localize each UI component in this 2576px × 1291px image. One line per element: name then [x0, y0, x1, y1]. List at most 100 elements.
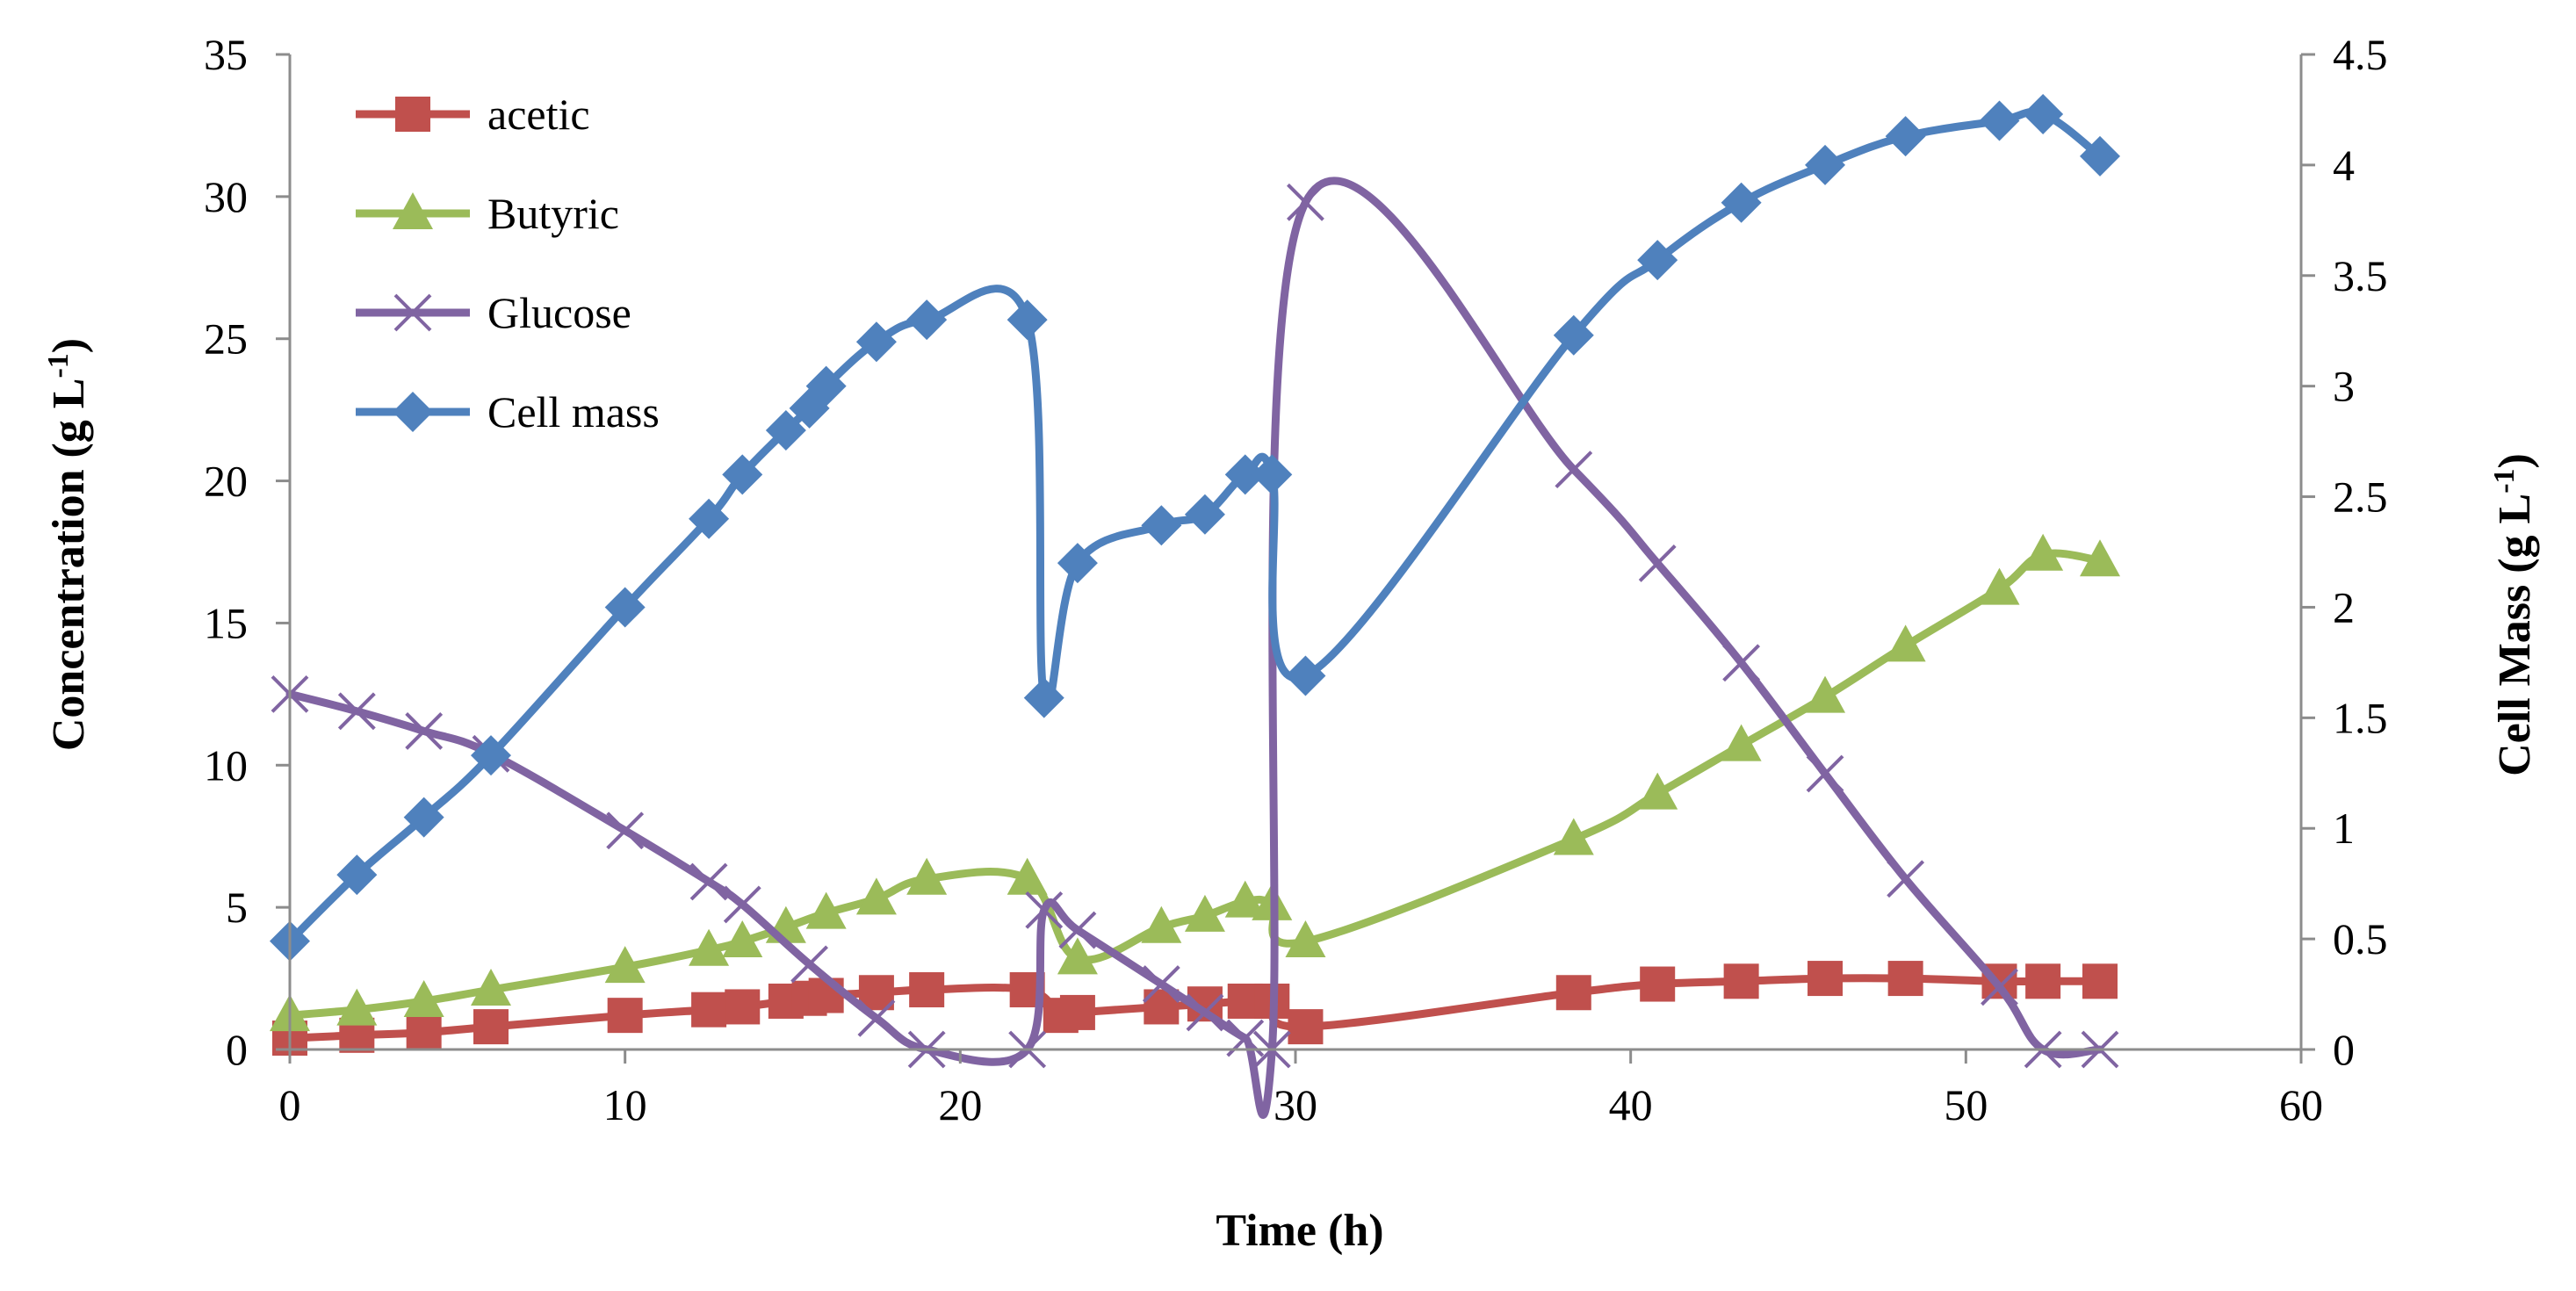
butyric-marker	[471, 969, 511, 1006]
butyric-marker	[722, 920, 763, 957]
legend-item-cell-mass: Cell mass	[356, 387, 660, 436]
y-right-tick-label: 1.5	[2333, 693, 2388, 742]
butyric-marker	[1805, 675, 1846, 713]
glucose-marker-stroke	[1025, 891, 1064, 929]
y-axis-right-title-main: Cell Mass (g L	[2490, 494, 2540, 776]
butyric-marker	[1285, 920, 1326, 957]
glucose-marker	[1186, 993, 1224, 1032]
x-tick-label: 20	[938, 1080, 982, 1129]
glucose-marker-stroke	[790, 945, 828, 984]
cell-mass-marker	[1805, 144, 1846, 185]
butyric-marker	[403, 979, 444, 1017]
y-left-tick-label: 25	[204, 314, 248, 364]
cell-mass-marker	[1224, 454, 1266, 495]
butyric-series	[270, 533, 2120, 1032]
glucose-marker	[1555, 451, 1593, 489]
legend-label: Glucose	[487, 288, 631, 337]
acetic-marker	[1555, 975, 1591, 1011]
glucose-marker	[1058, 911, 1097, 949]
butyric-marker	[1007, 857, 1048, 895]
glucose-marker-stroke	[1981, 968, 2018, 1006]
legend: acetic Butyric Glucose Cell mass	[356, 90, 660, 436]
y-right-tick-label: 2	[2333, 582, 2355, 631]
butyric-marker	[1057, 937, 1098, 975]
cell-mass-marker	[1252, 454, 1293, 495]
legend-label: acetic	[487, 90, 590, 139]
glucose-marker-stroke	[1722, 644, 1761, 682]
cell-mass-marker	[1285, 655, 1326, 696]
glucose-marker	[393, 293, 432, 332]
acetic-marker	[909, 972, 945, 1008]
y-right-tick-label: 0.5	[2333, 914, 2388, 963]
y-left-tick-label: 0	[226, 1025, 248, 1074]
butyric-marker	[689, 928, 730, 966]
cell-mass-series	[270, 93, 2120, 962]
butyric-marker	[1184, 894, 1225, 932]
cell-mass-marker	[2023, 93, 2064, 134]
x-tick-label: 10	[603, 1080, 647, 1129]
glucose-marker-stroke	[405, 712, 444, 750]
butyric-marker	[1721, 724, 1762, 761]
glucose-marker	[689, 862, 728, 901]
acetic-marker	[1723, 963, 1759, 999]
cell-mass-marker	[805, 365, 847, 407]
glucose-marker	[1287, 183, 1324, 221]
glucose-marker	[405, 712, 444, 750]
cell-mass-marker	[1057, 543, 1098, 584]
x-tick-label: 50	[1944, 1080, 1988, 1129]
glucose-marker-stroke	[1887, 860, 1925, 898]
y-right-tick-label: 4.5	[2333, 30, 2388, 79]
x-tick-label: 60	[2279, 1080, 2323, 1129]
acetic-marker	[395, 97, 430, 132]
cell-mass-marker	[1007, 299, 1048, 341]
acetic-marker	[1640, 966, 1676, 1002]
y-axis-right-title: Cell Mass (g L-1)	[2488, 453, 2541, 776]
series-layer	[270, 93, 2120, 1119]
butyric-marker	[336, 988, 378, 1026]
glucose-marker	[337, 692, 376, 731]
butyric-marker	[1224, 880, 1266, 918]
cell-mass-marker	[2080, 135, 2120, 177]
axes-layer: 0 10 20 30 40 50 600510152025303500.511.522.53…	[204, 30, 2388, 1129]
cell-mass-marker	[471, 735, 511, 776]
y-left-tick-label: 30	[204, 172, 248, 221]
glucose-marker	[1722, 644, 1761, 682]
glucose-marker	[1887, 860, 1925, 898]
glucose-marker-stroke	[857, 999, 896, 1037]
cell-mass-marker	[906, 299, 948, 341]
glucose-marker-stroke	[1186, 993, 1224, 1032]
glucose-marker-stroke	[393, 293, 432, 332]
glucose-marker-stroke	[1638, 545, 1677, 582]
butyric-marker	[1637, 772, 1678, 810]
acetic-marker	[2025, 963, 2061, 999]
acetic-marker	[607, 998, 643, 1034]
y-axis-left-title: Concentration (g L-1)	[42, 338, 95, 751]
cell-mass-marker	[689, 498, 730, 539]
glucose-marker	[1638, 545, 1677, 582]
butyric-marker	[1979, 567, 2020, 605]
glucose-marker-stroke	[1555, 451, 1593, 489]
glucose-marker	[1025, 891, 1064, 929]
y-right-tick-label: 3	[2333, 362, 2355, 411]
y-left-tick-label: 15	[204, 598, 248, 647]
x-tick-label: 0	[279, 1080, 301, 1129]
cell-mass-marker	[1184, 494, 1225, 535]
butyric-marker	[2080, 539, 2120, 577]
glucose-marker	[606, 811, 645, 850]
y-left-tick-label: 5	[226, 883, 248, 932]
y-axis-right-title-sup: -1	[2488, 468, 2521, 493]
cell-mass-marker	[1553, 314, 1594, 356]
cell-mass-marker	[1721, 182, 1762, 223]
cell-mass-marker	[393, 392, 433, 432]
acetic-marker	[473, 1009, 509, 1045]
cell-mass-marker	[336, 855, 378, 896]
y-axis-left-title-main: Concentration (g L	[44, 379, 94, 752]
glucose-marker	[790, 945, 828, 984]
legend-item-acetic: acetic	[356, 90, 590, 139]
acetic-marker	[1059, 994, 1095, 1030]
y-right-tick-label: 2.5	[2333, 472, 2388, 522]
cell-mass-marker	[1141, 505, 1182, 546]
y-right-tick-label: 3.5	[2333, 251, 2388, 300]
cell-mass-marker	[403, 797, 444, 838]
